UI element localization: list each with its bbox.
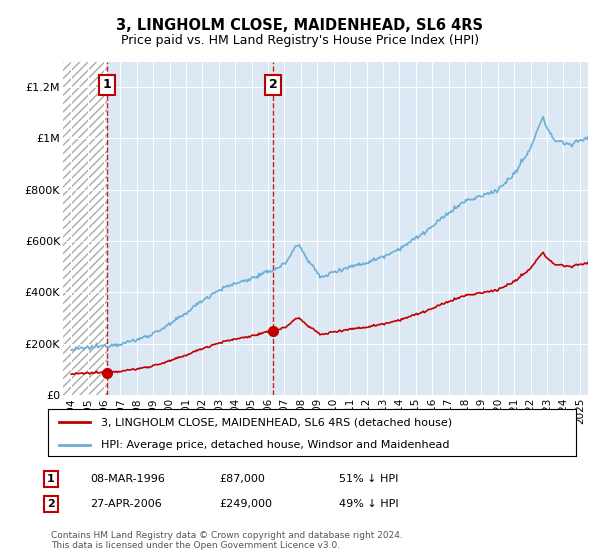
Text: 1: 1 (103, 78, 112, 91)
Text: 3, LINGHOLM CLOSE, MAIDENHEAD, SL6 4RS (detached house): 3, LINGHOLM CLOSE, MAIDENHEAD, SL6 4RS (… (101, 417, 452, 427)
Text: 2: 2 (269, 78, 278, 91)
Text: 27-APR-2006: 27-APR-2006 (90, 499, 162, 509)
Text: 51% ↓ HPI: 51% ↓ HPI (339, 474, 398, 484)
Text: 1: 1 (47, 474, 55, 484)
Text: 3, LINGHOLM CLOSE, MAIDENHEAD, SL6 4RS: 3, LINGHOLM CLOSE, MAIDENHEAD, SL6 4RS (116, 18, 484, 32)
Text: HPI: Average price, detached house, Windsor and Maidenhead: HPI: Average price, detached house, Wind… (101, 440, 449, 450)
Bar (63, 62, 107, 395)
Text: Contains HM Land Registry data © Crown copyright and database right 2024.
This d: Contains HM Land Registry data © Crown c… (51, 531, 403, 550)
Text: £249,000: £249,000 (219, 499, 272, 509)
Text: 2: 2 (47, 499, 55, 509)
Text: 49% ↓ HPI: 49% ↓ HPI (339, 499, 398, 509)
Text: Price paid vs. HM Land Registry's House Price Index (HPI): Price paid vs. HM Land Registry's House … (121, 34, 479, 47)
Text: 08-MAR-1996: 08-MAR-1996 (90, 474, 165, 484)
Text: £87,000: £87,000 (219, 474, 265, 484)
